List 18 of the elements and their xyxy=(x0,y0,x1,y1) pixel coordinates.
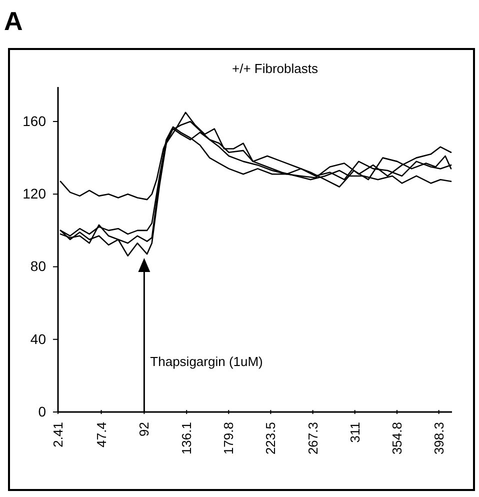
x-tick-label: 136.1 xyxy=(179,422,194,455)
x-tick-label: 47.4 xyxy=(94,422,109,448)
y-tick-label: 40 xyxy=(30,330,46,347)
x-tick-label: 398.3 xyxy=(431,422,446,455)
x-tick-label: 354.8 xyxy=(390,422,405,455)
x-tick-label: 92 xyxy=(136,422,152,436)
ref-line-label: Thapsigargin (1uM) xyxy=(150,354,263,369)
x-tick-label: 311 xyxy=(347,422,362,443)
x-tick-label: 2.41 xyxy=(50,422,66,448)
y-tick-label: 160 xyxy=(22,112,46,129)
x-tick-label: 267.3 xyxy=(305,422,320,455)
y-tick-label: 80 xyxy=(30,258,46,274)
y-tick-label: 120 xyxy=(22,186,46,202)
x-tick-label: 223.5 xyxy=(263,422,278,455)
y-tick-label: 0 xyxy=(38,403,46,420)
text: A xyxy=(4,6,23,36)
x-tick-label: 179.8 xyxy=(221,422,236,455)
chart-title: +/+ Fibroblasts xyxy=(232,61,318,76)
